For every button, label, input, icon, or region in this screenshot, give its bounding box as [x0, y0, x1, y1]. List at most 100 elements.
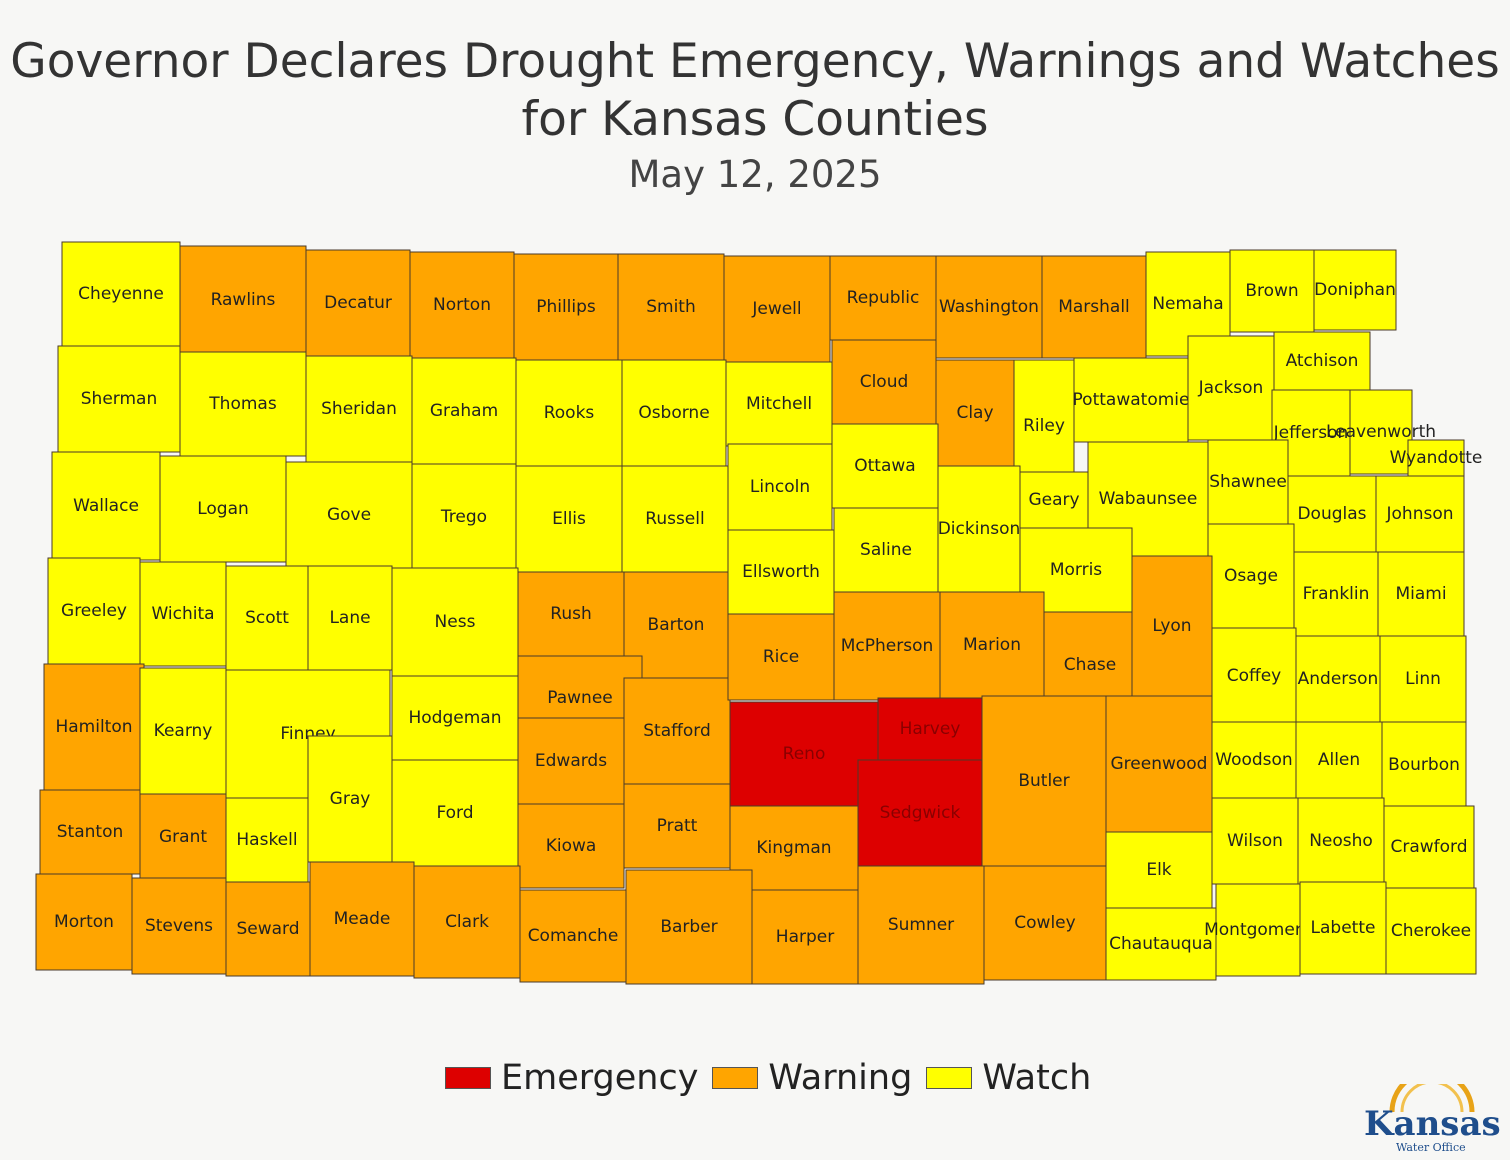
county-label: Rawlins	[211, 290, 276, 310]
county-label: Cherokee	[1391, 921, 1471, 941]
county-comanche: Comanche	[519, 889, 627, 983]
county-label: Sheridan	[321, 399, 397, 419]
county-mitchell: Mitchell	[725, 361, 833, 447]
county-label: Ford	[436, 803, 473, 823]
county-shape	[1385, 887, 1477, 975]
county-ellis: Ellis	[515, 465, 623, 573]
county-shape	[517, 717, 625, 805]
county-shape	[1073, 357, 1189, 443]
county-linn: Linn	[1379, 635, 1467, 723]
county-shape	[35, 873, 133, 971]
county-shape	[625, 869, 753, 985]
county-shape	[131, 877, 227, 975]
county-label: Ellsworth	[742, 562, 820, 582]
county-label: Neosho	[1309, 831, 1373, 851]
county-shape	[1377, 551, 1465, 637]
county-label: Linn	[1405, 669, 1441, 689]
county-shape	[1383, 805, 1475, 889]
county-decatur: Decatur	[305, 249, 411, 357]
county-shape	[307, 565, 393, 671]
county-shape	[179, 351, 307, 457]
county-label: Graham	[430, 401, 498, 421]
county-label: Clay	[956, 403, 993, 423]
county-bourbon: Bourbon	[1381, 721, 1467, 809]
county-shape	[1187, 335, 1275, 441]
county-label: Seward	[236, 919, 299, 939]
county-norton: Norton	[409, 251, 515, 359]
legend-swatch-watch	[926, 1067, 973, 1089]
county-label: Coffey	[1227, 666, 1282, 686]
county-shape	[831, 339, 937, 425]
county-rush: Rush	[517, 571, 625, 657]
county-label: McPherson	[841, 636, 934, 656]
county-shape	[937, 465, 1021, 593]
legend-label-emergency: Emergency	[501, 1058, 699, 1098]
county-shape	[1349, 389, 1413, 475]
county-label: Wichita	[151, 604, 214, 624]
county-shape	[939, 591, 1045, 699]
county-label: Butler	[1018, 771, 1069, 791]
county-kiowa: Kiowa	[517, 803, 625, 889]
county-shape	[877, 697, 983, 761]
county-label: Woodson	[1215, 750, 1292, 770]
county-shape	[621, 359, 727, 467]
county-label: Meade	[334, 909, 391, 929]
county-label: Pratt	[657, 816, 698, 836]
legend-label-warning: Warning	[768, 1058, 913, 1098]
kansas-water-office-logo: Kansas Water Office	[1362, 1084, 1502, 1154]
county-wallace: Wallace	[51, 451, 161, 561]
county-pratt: Pratt	[623, 783, 731, 869]
county-label: Wallace	[73, 496, 139, 516]
county-kearny: Kearny	[139, 667, 227, 795]
county-shape	[285, 461, 413, 569]
logo-subtitle: Water Office	[1396, 1141, 1466, 1154]
county-shape	[225, 797, 309, 883]
county-label: Harvey	[900, 719, 961, 739]
county-shape	[1211, 627, 1297, 725]
county-label: Allen	[1318, 750, 1360, 770]
county-woodson: Woodson	[1211, 721, 1297, 799]
county-shape	[983, 865, 1107, 981]
county-label: Cowley	[1014, 913, 1075, 933]
county-shawnee: Shawnee	[1207, 439, 1289, 525]
legend-item-emergency: Emergency	[445, 1058, 698, 1098]
county-lane: Lane	[307, 565, 393, 671]
county-label: Logan	[197, 499, 249, 519]
county-label: Saline	[860, 540, 912, 560]
county-marion: Marion	[939, 591, 1045, 699]
county-label: Cloud	[860, 372, 909, 392]
county-shape	[391, 759, 519, 867]
county-rice: Rice	[727, 613, 835, 701]
county-thomas: Thomas	[179, 351, 307, 457]
county-butler: Butler	[981, 695, 1107, 867]
legend: Emergency Warning Watch	[445, 1058, 1105, 1098]
county-label: Dickinson	[938, 519, 1021, 539]
county-label: Morris	[1050, 560, 1102, 580]
county-greenwood: Greenwood	[1105, 695, 1213, 833]
county-label: Trego	[440, 507, 487, 527]
map-title-line-2: for Kansas Counties	[521, 92, 989, 147]
county-russell: Russell	[621, 465, 729, 573]
county-clay: Clay	[935, 359, 1015, 467]
county-shape	[729, 701, 879, 807]
county-stanton: Stanton	[39, 789, 141, 875]
county-grant: Grant	[139, 793, 227, 881]
county-shape	[623, 677, 731, 785]
county-edwards: Edwards	[517, 717, 625, 805]
county-shape	[857, 865, 985, 985]
county-shape	[517, 571, 625, 657]
county-smith: Smith	[617, 253, 725, 361]
county-label: Shawnee	[1209, 472, 1287, 492]
county-label: Greeley	[61, 601, 127, 621]
county-label: Sumner	[888, 915, 954, 935]
county-mcpherson: McPherson	[833, 591, 941, 701]
county-label: Ellis	[552, 509, 586, 529]
county-ness: Ness	[391, 567, 519, 677]
county-lyon: Lyon	[1131, 555, 1213, 697]
county-label: Gove	[327, 505, 371, 525]
county-wyandotte: Wyandotte	[1390, 439, 1482, 477]
county-label: Sedgwick	[880, 803, 961, 823]
county-label: Bourbon	[1388, 755, 1460, 775]
county-label: Clark	[445, 912, 489, 932]
